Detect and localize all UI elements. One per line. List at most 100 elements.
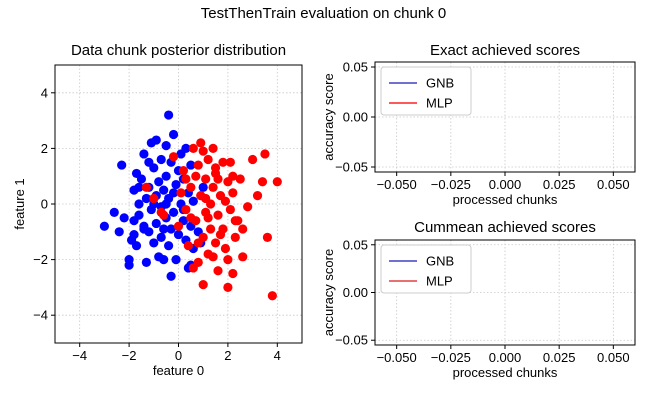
scatter-point <box>114 227 124 237</box>
scatter-point <box>99 221 109 231</box>
scatter-point <box>213 174 223 184</box>
scatter-point <box>134 210 144 220</box>
y-axis-label: accuracy score <box>321 73 336 160</box>
scatter-point <box>178 166 189 176</box>
scatter-point <box>159 185 169 195</box>
scatter-point <box>151 218 161 229</box>
scatter-point <box>139 149 149 159</box>
scatter-point <box>267 291 277 301</box>
scatter-point <box>213 266 223 276</box>
scatter-title: Data chunk posterior distribution <box>70 42 287 59</box>
x-tick-label: 0 <box>175 348 182 363</box>
scatter-point <box>136 174 147 184</box>
x-tick-label: 0.025 <box>543 177 576 192</box>
scatter-point <box>134 199 144 209</box>
scatter-point <box>166 271 176 281</box>
x-axis-label: processed chunks <box>453 192 558 207</box>
scatter-point <box>218 157 228 167</box>
scatter-point <box>171 255 181 265</box>
scatter-point <box>220 243 231 254</box>
scatter-point <box>176 188 186 198</box>
scatter-point <box>124 260 134 270</box>
scatter-point <box>243 202 253 212</box>
scatter-point <box>186 213 196 223</box>
scatter-point <box>168 207 179 217</box>
scatter-point <box>171 179 181 190</box>
y-tick-label: 0 <box>41 197 48 212</box>
scatter-point <box>252 191 263 201</box>
x-tick-label: 0.050 <box>597 177 630 192</box>
scatter-point <box>188 263 198 273</box>
scatter-point <box>206 224 216 234</box>
scatter-point <box>201 174 211 184</box>
scatter-point <box>161 171 171 181</box>
scatter-point <box>119 213 129 223</box>
scatter-point <box>186 182 196 192</box>
scatter-point <box>186 160 196 170</box>
scatter-point <box>141 182 151 192</box>
scatter-point <box>188 196 198 206</box>
y-tick-label: −4 <box>33 308 48 323</box>
y-tick-label: 0.05 <box>343 60 368 75</box>
x-tick-label: 2 <box>224 348 231 363</box>
y-tick-label: −0.05 <box>335 160 368 175</box>
scatter-point <box>166 224 176 234</box>
scatter-point <box>260 149 270 159</box>
x-tick-label: 0.000 <box>489 350 522 365</box>
scatter-point <box>272 177 282 187</box>
x-tick-label: −0.025 <box>431 177 471 192</box>
scatter-point <box>173 229 184 240</box>
scatter-point <box>156 154 166 165</box>
scatter-point <box>193 160 203 170</box>
scatter-point <box>198 146 208 156</box>
scatter-point <box>129 229 139 240</box>
scatter-point <box>208 143 218 153</box>
y-tick-label: 0.05 <box>343 237 368 252</box>
scatter-point <box>168 152 179 162</box>
scatter-point <box>213 210 223 220</box>
scatter-point <box>131 241 142 251</box>
scatter-point <box>248 154 258 165</box>
scatter-point <box>181 204 191 215</box>
scatter-point <box>228 171 238 181</box>
scatter-point <box>154 177 164 187</box>
scatter-point <box>230 232 240 242</box>
y-tick-label: −2 <box>33 252 48 267</box>
x-tick-label: 0.000 <box>489 177 522 192</box>
scatter-point <box>210 163 221 173</box>
legend-label-mlp: MLP <box>426 274 453 289</box>
x-tick-label: −0.050 <box>377 177 417 192</box>
scatter-point <box>159 255 169 265</box>
scatter-point <box>225 204 235 215</box>
scatter-point <box>198 182 208 192</box>
cummean-scores-title: Cummean achieved scores <box>414 219 596 236</box>
scatter-point <box>257 177 268 187</box>
legend-label-gnb: GNB <box>426 254 454 269</box>
scatter-point <box>210 238 221 248</box>
scatter-point <box>223 255 233 265</box>
scatter-point <box>230 216 240 226</box>
scatter-point <box>164 241 174 251</box>
scatter-point <box>196 138 206 148</box>
scatter-point <box>201 193 211 204</box>
scatter-point <box>203 154 213 165</box>
scatter-point <box>208 252 218 262</box>
scatter-point <box>117 160 127 170</box>
scatter-point <box>262 232 273 242</box>
scatter-point <box>149 238 159 248</box>
scatter-point <box>198 280 208 290</box>
x-axis-label: feature 0 <box>153 363 204 378</box>
scatter-point <box>220 196 231 206</box>
scatter-point <box>238 252 248 262</box>
scatter-point <box>161 141 171 151</box>
scatter-point <box>188 143 198 153</box>
scatter-point <box>164 110 174 120</box>
scatter-point <box>134 182 144 192</box>
y-tick-label: −0.05 <box>335 333 368 348</box>
scatter-point <box>173 221 184 231</box>
x-tick-label: −0.025 <box>431 350 471 365</box>
scatter-point <box>215 229 226 240</box>
x-tick-label: 0.050 <box>597 350 630 365</box>
scatter-point <box>109 207 119 217</box>
